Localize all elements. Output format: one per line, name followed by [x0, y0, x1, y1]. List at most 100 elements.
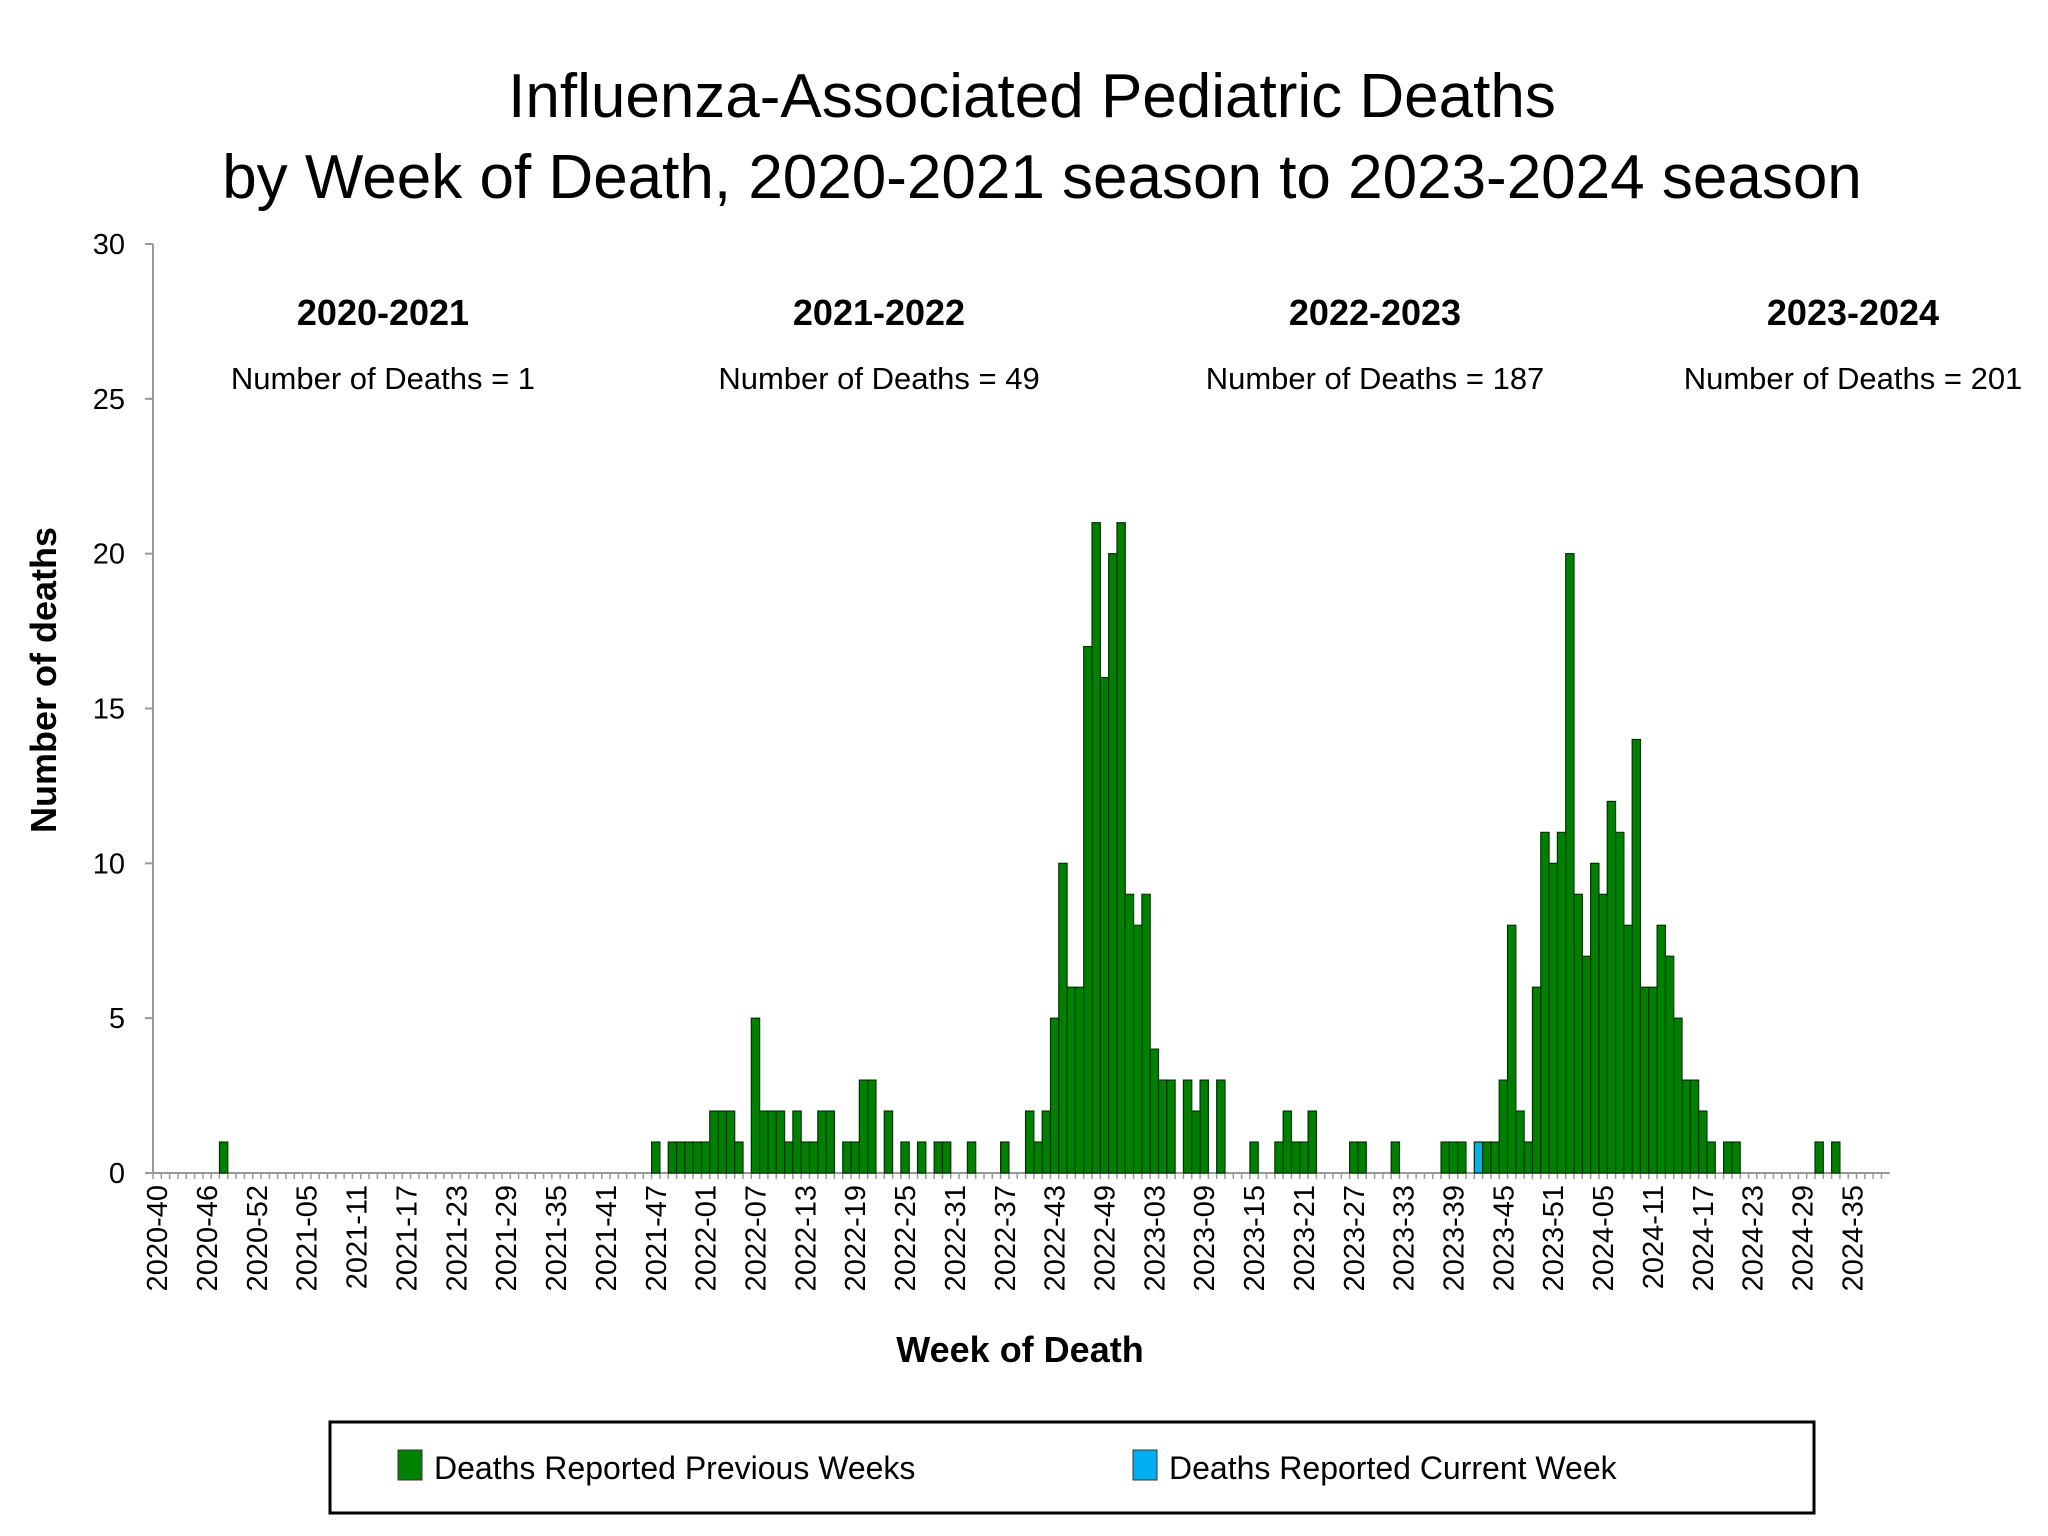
- y-tick-label: 15: [93, 694, 125, 726]
- bar: [1831, 1141, 1841, 1174]
- y-tick-label: 30: [93, 229, 125, 261]
- bar: [867, 1079, 877, 1174]
- x-tick-label: 2023-51: [1538, 1185, 1570, 1291]
- x-tick-label: 2021-11: [342, 1185, 374, 1289]
- x-tick-label: 2023-09: [1189, 1185, 1221, 1291]
- x-tick-label: 2021-29: [491, 1185, 523, 1291]
- bar: [1656, 924, 1667, 1174]
- bar: [1648, 986, 1658, 1174]
- y-tick-label: 0: [109, 1158, 125, 1190]
- x-tick-label: 2023-21: [1289, 1185, 1321, 1291]
- bar: [1108, 553, 1118, 1174]
- x-tick-label: 2021-17: [391, 1185, 423, 1291]
- x-tick-label: 2020-40: [142, 1185, 174, 1291]
- x-tick-label: 2022-37: [990, 1185, 1022, 1291]
- bar: [1440, 1141, 1450, 1174]
- bar: [218, 1141, 229, 1174]
- bar: [1631, 738, 1642, 1174]
- bar: [1274, 1141, 1284, 1174]
- y-axis-title: Number of deaths: [23, 527, 64, 833]
- season-deaths: Number of Deaths = 187: [1206, 361, 1545, 396]
- x-tick-label: 2021-23: [441, 1185, 473, 1291]
- legend-swatch: [397, 1449, 423, 1481]
- bar: [1814, 1141, 1824, 1174]
- x-tick-label: 2023-33: [1389, 1185, 1421, 1291]
- x-tick-label: 2023-39: [1439, 1185, 1471, 1291]
- bar: [1282, 1110, 1293, 1174]
- x-tick-label: 2020-46: [192, 1185, 224, 1291]
- x-axis-title: Week of Death: [896, 1329, 1143, 1370]
- x-tick-label: 2021-35: [541, 1185, 573, 1291]
- x-tick-label: 2023-45: [1488, 1185, 1520, 1291]
- bar: [1290, 1141, 1301, 1174]
- bar: [675, 1141, 686, 1174]
- y-tick-label: 5: [109, 1003, 125, 1035]
- bar: [808, 1141, 819, 1174]
- bar: [1664, 955, 1675, 1174]
- bar: [650, 1141, 661, 1174]
- bar: [1490, 1141, 1500, 1174]
- bar: [1531, 986, 1542, 1174]
- bar: [1083, 645, 1093, 1174]
- bar: [1448, 1141, 1459, 1174]
- x-tick-label: 2023-15: [1239, 1185, 1271, 1291]
- bar: [1299, 1141, 1309, 1174]
- bar: [858, 1079, 869, 1174]
- y-tick-label: 20: [93, 539, 125, 571]
- bar: [1506, 924, 1517, 1174]
- bar: [684, 1141, 694, 1174]
- bar: [667, 1141, 678, 1174]
- bar: [1116, 522, 1126, 1174]
- bar: [1166, 1079, 1176, 1174]
- chart-title: by Week of Death, 2020-2021 season to 20…: [222, 143, 1862, 212]
- x-tick-label: 2021-41: [591, 1185, 623, 1291]
- bar: [1722, 1141, 1733, 1174]
- bar: [1000, 1141, 1010, 1174]
- season-deaths: Number of Deaths = 49: [718, 361, 1039, 396]
- bar: [1066, 986, 1077, 1174]
- x-tick-label: 2022-25: [890, 1185, 922, 1291]
- y-tick-label: 10: [93, 848, 125, 880]
- bar: [1689, 1079, 1700, 1174]
- bar: [1357, 1141, 1367, 1174]
- x-tick-label: 2022-13: [790, 1185, 822, 1291]
- x-tick-label: 2022-07: [740, 1185, 772, 1291]
- x-tick-label: 2024-29: [1788, 1185, 1820, 1291]
- bar: [966, 1141, 977, 1174]
- bar: [1481, 1141, 1492, 1174]
- bar: [1515, 1110, 1525, 1174]
- x-tick-label: 2020-52: [242, 1185, 274, 1291]
- bar: [1498, 1079, 1509, 1174]
- legend-label: Deaths Reported Current Week: [1169, 1450, 1618, 1486]
- bar: [1390, 1141, 1401, 1174]
- x-tick-label: 2024-35: [1837, 1185, 1869, 1291]
- bar: [1249, 1141, 1259, 1174]
- bar: [1132, 924, 1143, 1174]
- bar: [1191, 1110, 1201, 1174]
- y-tick-label: 25: [93, 384, 125, 416]
- bar: [1124, 893, 1135, 1174]
- bar: [1149, 1048, 1160, 1174]
- bar: [1307, 1110, 1317, 1174]
- x-tick-label: 2022-19: [840, 1185, 872, 1291]
- bar: [1606, 800, 1617, 1174]
- legend-label: Deaths Reported Previous Weeks: [434, 1450, 915, 1486]
- x-tick-label: 2022-49: [1089, 1185, 1121, 1291]
- chart-title: Influenza-Associated Pediatric Deaths: [508, 62, 1556, 131]
- bar: [1523, 1141, 1534, 1174]
- x-tick-label: 2022-01: [691, 1185, 723, 1291]
- bar: [817, 1110, 827, 1174]
- bar: [1349, 1141, 1359, 1174]
- x-tick-label: 2024-11: [1638, 1185, 1670, 1289]
- bar: [1457, 1141, 1467, 1174]
- bar: [825, 1110, 836, 1174]
- x-tick-label: 2022-43: [1040, 1185, 1072, 1291]
- bar: [1041, 1110, 1052, 1174]
- bar: [709, 1110, 719, 1174]
- bar: [1141, 893, 1151, 1174]
- season-deaths: Number of Deaths = 1: [231, 361, 535, 396]
- bar: [692, 1141, 703, 1174]
- bar: [933, 1141, 944, 1174]
- bar: [941, 1141, 952, 1174]
